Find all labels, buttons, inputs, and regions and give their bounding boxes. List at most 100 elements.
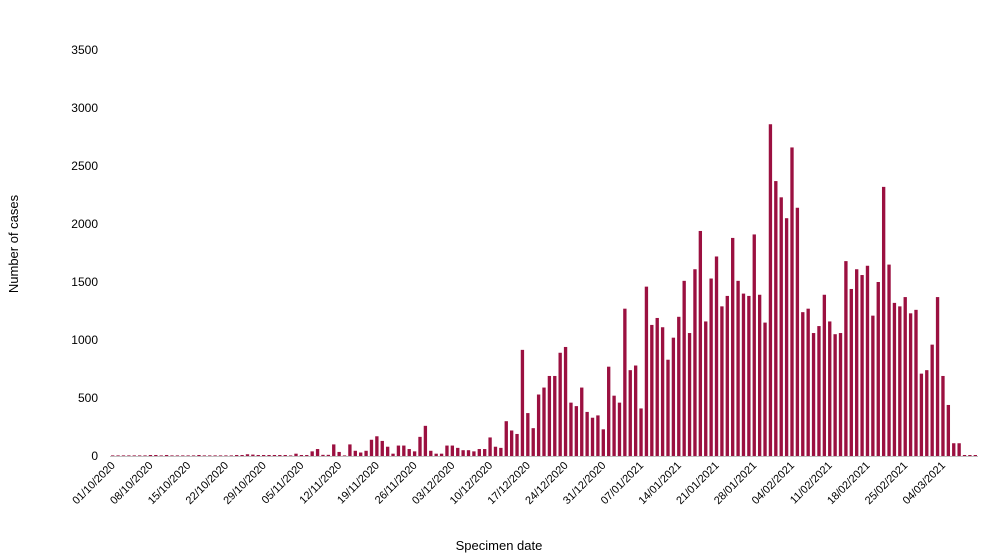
bar: [326, 454, 331, 456]
y-tick-label: 2000: [71, 217, 98, 231]
bar: [666, 359, 670, 456]
bar: [623, 308, 627, 456]
bar: [488, 437, 492, 456]
bar: [817, 326, 821, 456]
bar: [299, 455, 304, 456]
bar: [590, 417, 595, 456]
bar: [655, 317, 659, 456]
bar: [456, 447, 460, 456]
bar: [919, 373, 924, 456]
bar: [633, 365, 638, 456]
bar: [509, 430, 514, 456]
bar: [725, 295, 729, 456]
bar: [278, 455, 282, 456]
bar: [526, 413, 530, 456]
bar: [736, 280, 740, 456]
bar: [558, 352, 562, 456]
bar: [865, 265, 870, 456]
y-tick-label: 3500: [71, 43, 98, 57]
bar: [935, 297, 940, 456]
bar: [143, 455, 147, 456]
bar: [515, 433, 519, 456]
bar: [946, 404, 951, 456]
bar: [881, 186, 886, 456]
bar: [542, 387, 546, 456]
y-axis: 0 500 1000 1500 2000 2500 3000 3500: [71, 43, 98, 463]
bar: [547, 375, 552, 456]
y-tick-label: 1000: [71, 333, 98, 347]
x-axis: 01/10/202008/10/202015/10/202022/10/2020…: [70, 460, 948, 507]
bar: [930, 344, 934, 456]
bar: [111, 455, 115, 456]
bar: [844, 261, 848, 456]
bar: [288, 455, 293, 456]
bar: [768, 124, 773, 457]
bar: [914, 309, 918, 456]
bar: [439, 453, 444, 456]
bar: [240, 455, 244, 456]
x-axis-label: Specimen date: [456, 538, 543, 553]
bar: [499, 447, 503, 456]
bar: [898, 306, 902, 456]
bar: [855, 269, 859, 456]
bar: [714, 256, 719, 456]
bar: [752, 234, 756, 456]
bar: [353, 450, 357, 456]
bar: [757, 294, 762, 456]
bar: [493, 446, 498, 456]
bar: [375, 436, 379, 456]
bar: [445, 445, 449, 456]
bar: [315, 449, 320, 456]
bar: [693, 269, 697, 456]
bar: [429, 450, 433, 456]
bar: [828, 321, 832, 456]
bar: [132, 455, 136, 456]
bar: [272, 455, 277, 456]
bar: [224, 455, 228, 456]
bar: [774, 181, 778, 456]
bar: [698, 230, 703, 456]
y-tick-label: 0: [91, 449, 98, 463]
bar: [973, 455, 977, 456]
bar: [650, 324, 654, 456]
bar: [197, 455, 201, 456]
bar: [461, 450, 465, 456]
bar: [580, 387, 584, 456]
bar: [720, 306, 724, 456]
bar: [601, 429, 605, 456]
bar: [402, 445, 406, 456]
bar: [251, 454, 255, 456]
bar: [412, 451, 417, 456]
bar: [790, 147, 794, 456]
bar: [213, 455, 217, 456]
bar: [628, 370, 632, 456]
bar: [235, 455, 239, 456]
bar: [294, 453, 298, 456]
bar: [245, 454, 250, 456]
bar: [434, 453, 438, 456]
bar: [450, 445, 455, 456]
bar: [305, 455, 309, 456]
y-tick-label: 2500: [71, 159, 98, 173]
bar: [574, 406, 579, 456]
bar: [822, 294, 827, 456]
bar: [833, 334, 837, 456]
bar: [175, 455, 180, 456]
bar: [747, 295, 751, 456]
bar: [801, 312, 805, 456]
bar: [466, 450, 471, 456]
bar: [612, 395, 616, 456]
bar: [677, 316, 681, 456]
bar: [137, 455, 142, 456]
bar: [660, 327, 665, 456]
bar: [617, 402, 622, 456]
bar: [472, 451, 476, 456]
bar: [644, 286, 649, 456]
bar: [968, 455, 972, 456]
bar: [849, 288, 853, 456]
bar: [283, 455, 287, 456]
bar: [779, 197, 783, 456]
bar: [671, 337, 676, 456]
bar: [267, 455, 271, 456]
